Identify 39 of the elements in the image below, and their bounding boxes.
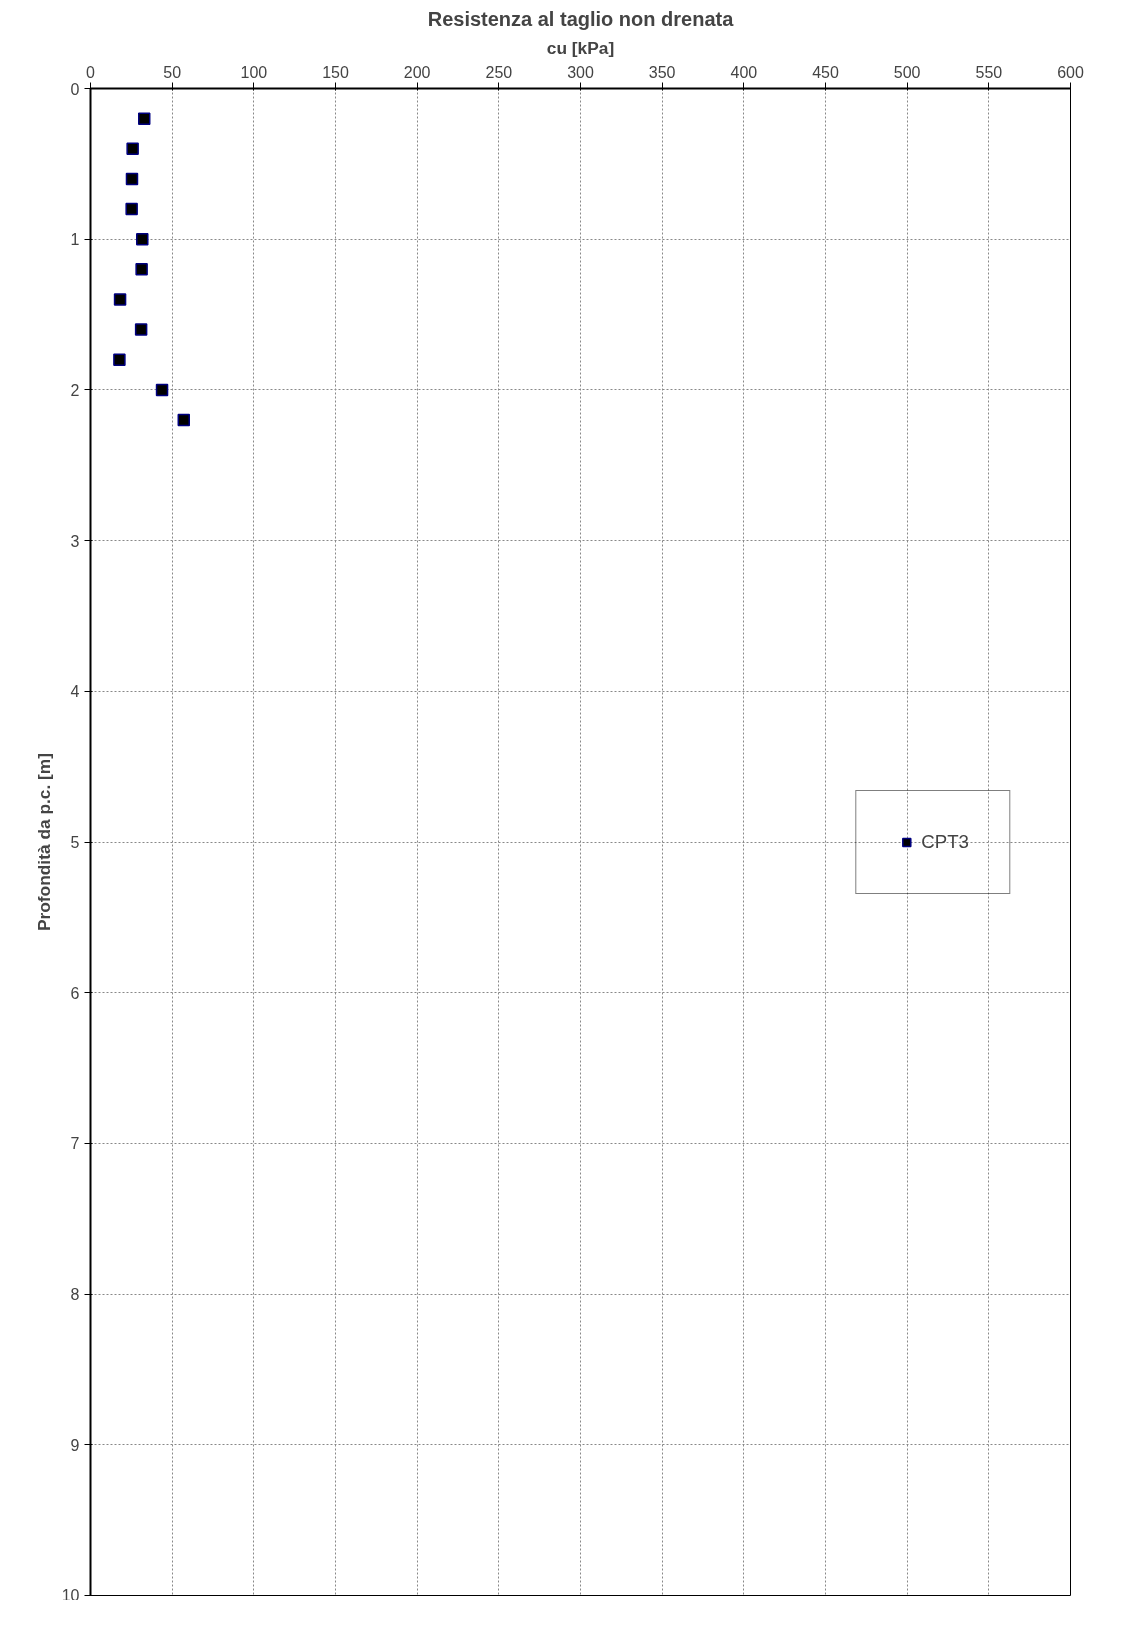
x-tick-label: 50 <box>163 63 182 81</box>
x-tick-label: 400 <box>730 63 758 81</box>
y-tick-label: 9 <box>70 1436 80 1454</box>
point <box>155 383 169 397</box>
x-tick-label: 250 <box>485 63 513 81</box>
point <box>177 413 191 427</box>
y-tick-label: 8 <box>70 1286 80 1304</box>
point <box>137 112 151 125</box>
point <box>125 172 139 186</box>
x-tick-label: 450 <box>812 63 839 81</box>
y-tick-label: 0 <box>70 80 80 98</box>
x-tick-label: 600 <box>1057 63 1084 81</box>
x-tick-label: 550 <box>975 63 1003 81</box>
y-tick-label: 2 <box>70 381 80 399</box>
point <box>134 323 148 336</box>
y-tick-label: 4 <box>70 683 80 701</box>
x-tick-label: 500 <box>893 63 921 81</box>
chart-title: Resistenza al taglio non drenata <box>427 7 735 30</box>
x-tick-label: 0 <box>86 63 96 81</box>
y-tick-label: 5 <box>70 834 80 851</box>
point <box>135 263 148 276</box>
y-tick-label: 6 <box>70 984 80 1002</box>
point <box>125 202 138 216</box>
y-tick-label: 1 <box>70 231 80 249</box>
y-tick-label: 10 <box>61 1586 80 1604</box>
x-tick-label: 150 <box>322 63 349 81</box>
x-tick-label: 350 <box>648 63 676 81</box>
y-tick-label: 3 <box>70 532 80 550</box>
x-tick-label: 100 <box>240 63 268 81</box>
y-tick-label: 7 <box>70 1135 80 1153</box>
point <box>126 142 139 156</box>
legend-label: CPT3 <box>921 830 969 853</box>
y-axis-title: Profondità da p.c. [m] <box>33 752 54 932</box>
x-tick-label: 200 <box>403 63 431 81</box>
point <box>113 353 126 367</box>
x-tick-label: 300 <box>567 63 594 81</box>
x-axis-title: cu [kPa] <box>546 37 615 58</box>
point <box>136 232 149 246</box>
point <box>113 293 127 306</box>
